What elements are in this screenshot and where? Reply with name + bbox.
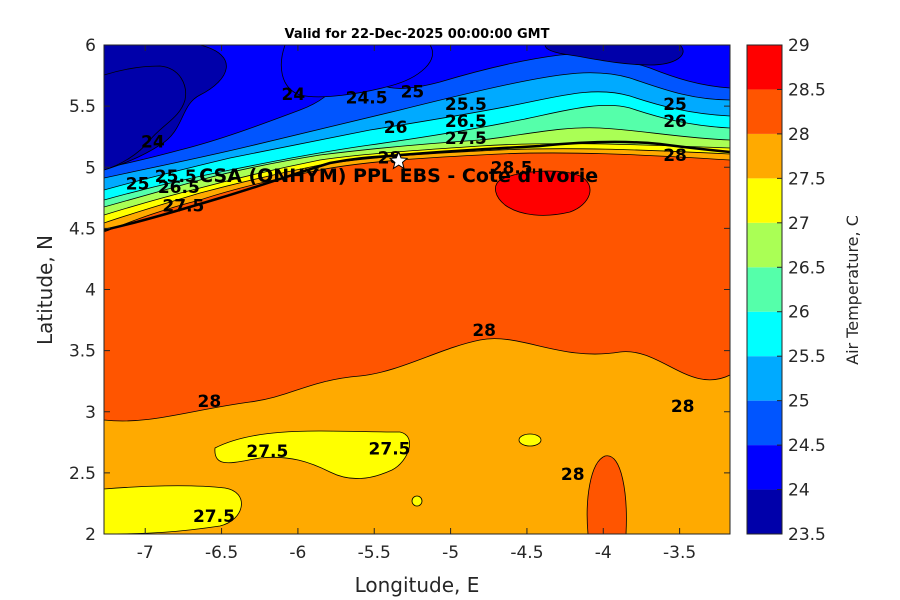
colorbar-swatch xyxy=(747,267,782,312)
colorbar-swatch xyxy=(747,311,782,357)
contour-label: 28 xyxy=(472,321,496,341)
contour-field xyxy=(104,45,730,534)
colorbar-tick-label: 25 xyxy=(788,392,810,412)
site-marker: CSA (ONHYM) PPL EBS - Cote d'Ivorie xyxy=(199,150,598,187)
colorbar-swatch xyxy=(747,222,782,268)
colorbar-tick-label: 28.5 xyxy=(788,80,826,100)
contour-label: 25 xyxy=(126,174,150,194)
contour-label: 26.5 xyxy=(158,178,200,198)
x-tick-label: -5 xyxy=(442,543,459,563)
x-axis-label: Longitude, E xyxy=(355,573,480,597)
site-label: CSA (ONHYM) PPL EBS - Cote d'Ivorie xyxy=(199,165,598,187)
contour-label: 25 xyxy=(663,95,687,115)
colorbar-tick-label: 24.5 xyxy=(788,436,826,456)
y-tick-label: 2.5 xyxy=(69,464,96,484)
colorbar-swatch xyxy=(747,133,782,179)
y-tick-label: 4.5 xyxy=(69,219,96,239)
x-tick-label: -5.5 xyxy=(358,543,391,563)
colorbar-tick-label: 28 xyxy=(788,125,810,145)
chart-title: Valid for 22-Dec-2025 00:00:00 GMT xyxy=(285,27,550,42)
axes: -7 -6.5 -6 -5.5 -5 -4.5 -4 -3.5 2 2.5 3 3.5 4 4.5 5 5.5… xyxy=(69,36,730,563)
contour-label: 24.5 xyxy=(346,89,388,109)
colorbar-tick-label: 27.5 xyxy=(788,169,826,189)
x-tick-label: -4 xyxy=(595,543,612,563)
field-24-24.5-hump xyxy=(280,45,433,98)
contour-label: 27.5 xyxy=(193,507,235,527)
y-tick-label: 5.5 xyxy=(69,97,96,117)
contour-label: 28 xyxy=(561,465,585,485)
y-tick-label: 4 xyxy=(85,281,96,301)
contour-label: 28 xyxy=(663,146,687,166)
colorbar-label: Air Temperature, C xyxy=(843,215,862,365)
contour-label: 27.5 xyxy=(445,129,487,149)
colorbar-swatch xyxy=(747,489,782,534)
colorbar-tick-label: 26.5 xyxy=(788,258,826,278)
y-axis-label: Latitude, N xyxy=(33,235,57,345)
colorbar: 23.5 24 24.5 25 25.5 26 26.5 27 27.5 28 28.5 29 xyxy=(746,36,826,545)
colorbar-swatch xyxy=(747,178,782,223)
contour-label: 28 xyxy=(198,392,222,412)
y-tick-label: 3 xyxy=(85,403,96,423)
contour-label: 25.5 xyxy=(445,95,487,115)
colorbar-tick-label: 26 xyxy=(788,303,810,323)
colorbar-tick-label: 24 xyxy=(788,481,810,501)
field-27-27.5-b xyxy=(104,485,242,534)
contour-label: 27.5 xyxy=(162,196,204,216)
field-27-27.5-a xyxy=(214,430,410,479)
field-27.5-28 xyxy=(104,338,730,534)
contour-label: 26.5 xyxy=(445,112,487,132)
contour-label: 24 xyxy=(281,85,305,105)
y-tick-label: 2 xyxy=(85,525,96,545)
x-tick-label: -7 xyxy=(137,543,154,563)
colorbar-tick-label: 23.5 xyxy=(788,525,826,545)
contour-label: 26 xyxy=(384,118,408,138)
y-tick-label: 3.5 xyxy=(69,342,96,362)
field-27-27.5-d xyxy=(411,495,423,507)
x-tick-label: -6.5 xyxy=(205,543,238,563)
field-23.5-24-east xyxy=(544,45,684,66)
contour-label: 25 xyxy=(401,83,425,103)
y-tick-label: 6 xyxy=(85,36,96,56)
colorbar-swatch xyxy=(747,445,782,490)
colorbar-frame xyxy=(746,44,783,535)
field-28.5-29 xyxy=(495,170,591,216)
colorbar-swatch xyxy=(747,89,782,134)
x-tick-label: -4.5 xyxy=(510,543,543,563)
colorbar-swatch xyxy=(747,400,782,446)
field-23.5-24-blob xyxy=(104,65,187,171)
colorbar-swatch xyxy=(747,356,782,401)
contour-label: 27.5 xyxy=(369,440,411,460)
contour-label: 25.5 xyxy=(155,167,197,187)
colorbar-tick-label: 25.5 xyxy=(788,347,826,367)
colorbar-tick-label: 27 xyxy=(788,214,810,234)
x-tick-label: -3.5 xyxy=(663,543,696,563)
field-27-27.5-c xyxy=(518,433,542,447)
x-tick-label: -6 xyxy=(289,543,306,563)
contour-label: 28 xyxy=(671,397,695,417)
site-star-icon xyxy=(388,150,409,170)
contour-label: 24 xyxy=(141,133,165,153)
contour-label: 26 xyxy=(663,112,687,132)
y-tick-label: 5 xyxy=(85,158,96,178)
contour-label: 27.5 xyxy=(246,442,288,462)
field-28-pocket xyxy=(586,455,627,534)
colorbar-swatch xyxy=(747,45,782,90)
colorbar-tick-label: 29 xyxy=(788,36,810,56)
contour-label: 28.5 xyxy=(491,158,533,178)
